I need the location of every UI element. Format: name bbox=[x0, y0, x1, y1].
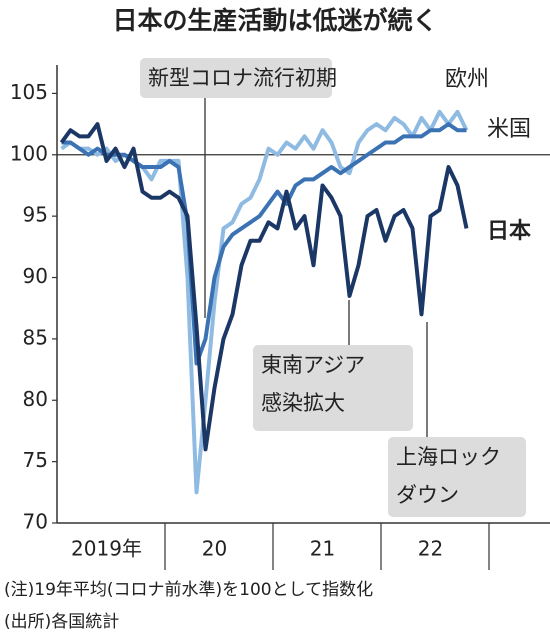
annotation-box bbox=[388, 437, 526, 517]
x-tick-label: 20 bbox=[202, 537, 227, 561]
note: (注)19年平均(コロナ前水準)を100として指数化 bbox=[4, 580, 373, 600]
y-tick-label: 70 bbox=[23, 510, 48, 534]
x-tick-label: 22 bbox=[418, 537, 443, 561]
annotation-text: 東南アジア bbox=[261, 353, 365, 377]
x-tick-label: 2019年 bbox=[71, 537, 142, 561]
series-line bbox=[60, 109, 469, 495]
y-tick-label: 85 bbox=[23, 325, 48, 349]
series-line bbox=[59, 122, 469, 452]
y-tick-label: 75 bbox=[23, 448, 48, 472]
annotation-text: 新型コロナ流行初期 bbox=[148, 66, 337, 90]
y-tick-label: 80 bbox=[23, 387, 48, 411]
series-label: 日本 bbox=[487, 219, 531, 244]
y-tick-label: 100 bbox=[10, 141, 48, 165]
note: (出所)各国統計 bbox=[4, 612, 119, 632]
x-tick-label: 21 bbox=[310, 537, 335, 561]
y-tick-label: 90 bbox=[23, 264, 48, 288]
series-label: 米国 bbox=[487, 117, 531, 142]
annotation-text: ダウン bbox=[396, 483, 459, 507]
annotation-text: 感染拡大 bbox=[261, 391, 345, 415]
annotation-box bbox=[253, 345, 413, 431]
annotation-box bbox=[140, 58, 332, 98]
y-tick-label: 105 bbox=[10, 80, 48, 104]
series-label: 欧州 bbox=[445, 67, 489, 92]
annotation-text: 上海ロック bbox=[396, 445, 501, 469]
chart-title: 日本の生産活動は低迷が続く bbox=[112, 6, 437, 35]
y-tick-label: 95 bbox=[23, 203, 48, 227]
